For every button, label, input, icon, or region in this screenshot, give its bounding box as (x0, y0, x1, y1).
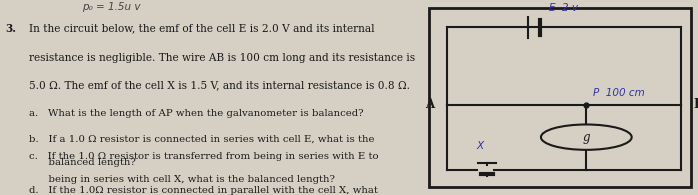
Text: c.   If the 1.0 Ω resistor is transferred from being in series with E to: c. If the 1.0 Ω resistor is transferred … (29, 152, 379, 161)
Text: being in series with cell X, what is the balanced length?: being in series with cell X, what is the… (29, 176, 335, 184)
Text: 3.: 3. (6, 23, 17, 34)
Text: d.   If the 1.0Ω resistor is connected in parallel with the cell X, what: d. If the 1.0Ω resistor is connected in … (29, 186, 378, 195)
Text: resistance is negligible. The wire AB is 100 cm long and its resistance is: resistance is negligible. The wire AB is… (29, 53, 415, 63)
Text: P  100 cm: P 100 cm (593, 88, 645, 98)
Circle shape (541, 124, 632, 150)
Text: A: A (425, 98, 434, 111)
Text: g: g (583, 131, 590, 144)
Text: balanced length?: balanced length? (29, 158, 136, 167)
Text: X: X (476, 141, 483, 151)
Text: 5.0 Ω. The emf of the cell X is 1.5 V, and its internal resistance is 0.8 Ω.: 5.0 Ω. The emf of the cell X is 1.5 V, a… (29, 80, 410, 90)
Text: E  2 v: E 2 v (549, 3, 579, 13)
Text: a.   What is the length of AP when the galvanometer is balanced?: a. What is the length of AP when the gal… (29, 109, 364, 118)
Text: B: B (693, 98, 698, 111)
Text: In the circuit below, the emf of the cell E is 2.0 V and its internal: In the circuit below, the emf of the cel… (29, 23, 375, 33)
Text: p₀ = 1.5u v: p₀ = 1.5u v (82, 2, 141, 12)
Text: b.   If a 1.0 Ω resistor is connected in series with cell E, what is the: b. If a 1.0 Ω resistor is connected in s… (29, 135, 375, 144)
